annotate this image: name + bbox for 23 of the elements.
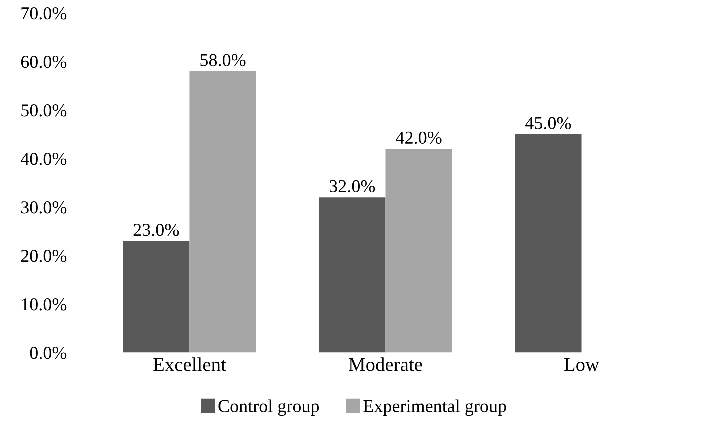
data-label: 32.0%	[330, 180, 376, 193]
bar	[515, 134, 582, 353]
y-tick-label: 30.0%	[21, 202, 67, 214]
bar	[319, 198, 386, 353]
y-tick-label: 10.0%	[22, 298, 67, 311]
x-tick-label: Moderate	[349, 358, 422, 372]
bar	[386, 149, 452, 353]
data-label: 23.0%	[134, 224, 180, 236]
legend-label: Experimental group	[364, 400, 506, 416]
x-tick-label: Low	[564, 358, 600, 372]
y-tick-label: 40.0%	[20, 153, 67, 166]
bar	[123, 241, 190, 353]
bar	[190, 71, 256, 353]
y-tick-label: 60.0%	[21, 56, 67, 68]
data-label: 42.0%	[396, 132, 442, 144]
y-tick-label: 50.0%	[22, 104, 67, 117]
y-tick-label: 20.0%	[21, 250, 67, 262]
legend-label: Control group	[218, 400, 320, 416]
y-tick-label: 0.0%	[30, 347, 67, 360]
data-label: 45.0%	[525, 117, 572, 130]
x-tick-label: Excellent	[154, 358, 226, 372]
y-tick-label: 70.0%	[22, 7, 67, 20]
data-label: 58.0%	[200, 54, 246, 66]
